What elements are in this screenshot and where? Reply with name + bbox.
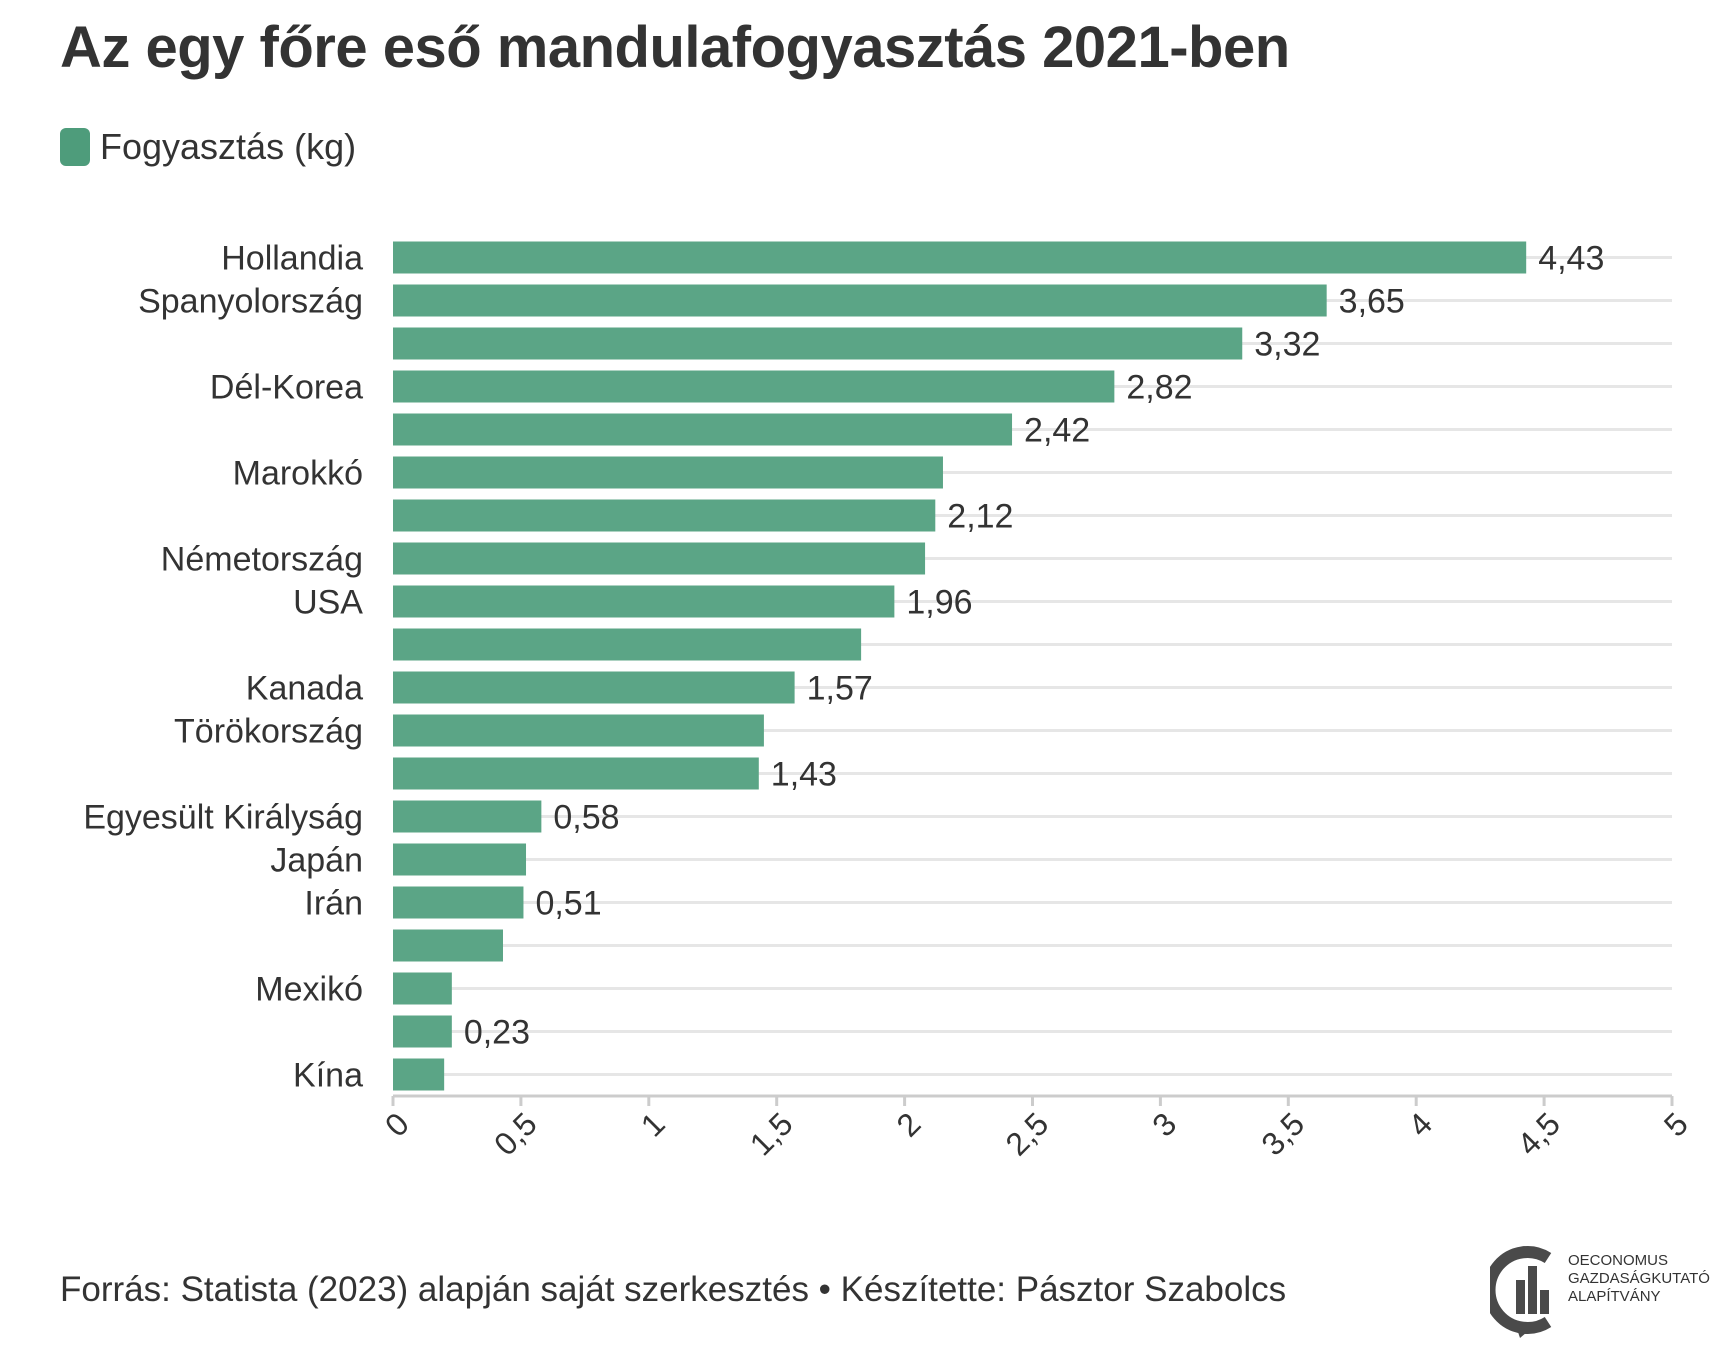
- bar: [393, 585, 895, 618]
- category-label: Mexikó: [255, 971, 363, 1009]
- data-label: 0,51: [535, 885, 601, 923]
- category-label: Kína: [293, 1057, 363, 1095]
- category-label: Japán: [270, 842, 363, 880]
- category-label: Dél-Korea: [210, 369, 363, 407]
- bar: [393, 843, 527, 876]
- legend-swatch: [60, 128, 90, 166]
- x-tick-label: 3: [1145, 1105, 1183, 1143]
- data-label: 1,43: [771, 756, 837, 794]
- bar: [393, 1015, 452, 1048]
- x-tick-label: 2,5: [999, 1105, 1056, 1162]
- bar: [393, 413, 1013, 446]
- bar: [393, 499, 936, 532]
- bar: [393, 1058, 445, 1091]
- bar: [393, 327, 1243, 360]
- bar: [393, 972, 452, 1005]
- category-label: Irán: [304, 885, 363, 923]
- x-tick-label: 5: [1657, 1105, 1695, 1143]
- bar: [393, 929, 503, 962]
- x-tick-label: 1,5: [743, 1105, 800, 1162]
- x-tick-label: 2: [890, 1105, 928, 1143]
- oeconomus-logo: OECONOMUS GAZDASÁGKUTATÓ ALAPÍTVÁNY: [1483, 1240, 1710, 1340]
- category-label: Marokkó: [233, 455, 363, 493]
- bar: [393, 628, 862, 661]
- data-label: 2,12: [947, 498, 1013, 536]
- x-tick-label: 0,5: [487, 1105, 544, 1162]
- category-label: Spanyolország: [138, 283, 363, 321]
- bar: [393, 241, 1527, 274]
- bar: [393, 542, 926, 575]
- bar-chart: Hollandia 4,43 Spanyolország 3,65 3,32 Dél-Ko…: [83, 240, 1695, 1163]
- x-tick-label: 1: [634, 1105, 672, 1143]
- category-label: Hollandia: [221, 240, 363, 278]
- logo-text-line2: GAZDASÁGKUTATÓ: [1568, 1270, 1710, 1287]
- category-label: Németország: [161, 541, 363, 579]
- data-label: 3,65: [1339, 283, 1405, 321]
- data-label: 0,58: [553, 799, 619, 837]
- x-tick-label: 3,5: [1254, 1105, 1311, 1162]
- data-label: 1,57: [807, 670, 873, 708]
- bar: [393, 757, 759, 790]
- bar: [393, 671, 795, 704]
- data-label: 4,43: [1538, 240, 1604, 278]
- category-label: Egyesült Királyság: [83, 799, 363, 837]
- x-tick-label: 4: [1401, 1105, 1439, 1143]
- data-label: 2,42: [1024, 412, 1090, 450]
- oeconomus-logo-icon: [1483, 1246, 1552, 1338]
- bar: [393, 886, 524, 919]
- legend-label: Fogyasztás (kg): [100, 126, 357, 167]
- logo-text-line3: ALAPÍTVÁNY: [1568, 1288, 1661, 1305]
- data-label: 1,96: [906, 584, 972, 622]
- bar: [393, 370, 1115, 403]
- chart-title: Az egy főre eső mandulafogyasztás 2021-b…: [60, 15, 1290, 80]
- source-footer: Forrás: Statista (2023) alapján saját sz…: [60, 1270, 1287, 1309]
- x-tick-label: 0: [378, 1105, 416, 1143]
- data-label: 3,32: [1254, 326, 1320, 364]
- bar: [393, 456, 943, 489]
- logo-text-line1: OECONOMUS: [1568, 1252, 1669, 1269]
- x-tick-label: 4,5: [1510, 1105, 1567, 1162]
- bar: [393, 800, 542, 833]
- data-label: 2,82: [1126, 369, 1192, 407]
- legend: Fogyasztás (kg): [60, 126, 356, 168]
- category-label: Kanada: [246, 670, 363, 708]
- data-label: 0,23: [464, 1014, 530, 1052]
- category-label: Törökország: [174, 713, 363, 751]
- bar: [393, 714, 764, 747]
- bar: [393, 284, 1327, 317]
- category-label: USA: [293, 584, 363, 622]
